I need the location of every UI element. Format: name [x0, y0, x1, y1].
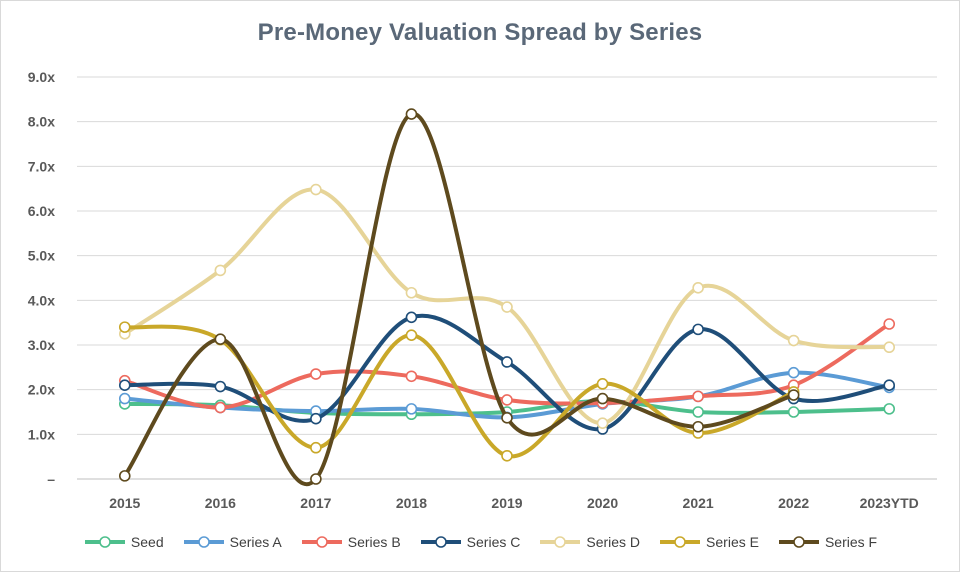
- data-point-series-d: [692, 282, 704, 294]
- x-tick-label: 2019: [491, 495, 522, 511]
- data-point-series-d: [405, 286, 418, 299]
- data-point-series-b: [405, 370, 418, 383]
- legend-swatch: [778, 536, 819, 548]
- data-point-series-a: [405, 403, 418, 415]
- legend-swatch: [420, 536, 461, 548]
- data-point-series-a: [787, 366, 800, 379]
- data-point-series-e: [501, 449, 513, 462]
- data-point-seed: [787, 406, 800, 418]
- data-point-series-c: [692, 323, 704, 336]
- x-tick-label: 2017: [300, 495, 331, 511]
- y-tick-label: 4.0x: [28, 292, 55, 308]
- data-point-series-c: [883, 379, 896, 392]
- y-tick-label: –: [47, 471, 55, 487]
- y-tick-label: 2.0x: [28, 382, 55, 398]
- legend-swatch-marker: [554, 536, 567, 548]
- x-tick-label: 2022: [778, 495, 809, 511]
- data-point-series-d: [214, 264, 227, 277]
- y-tick-label: 3.0x: [28, 337, 55, 353]
- data-point-series-a: [118, 392, 131, 405]
- legend-swatch-marker: [434, 536, 447, 548]
- x-tick-label: 2021: [683, 495, 714, 511]
- data-point-series-c: [214, 380, 227, 393]
- x-tick-label: 2016: [205, 495, 236, 511]
- legend-swatch-marker: [197, 536, 210, 548]
- legend-swatch-marker: [674, 536, 686, 548]
- legend-label: Series F: [824, 534, 878, 550]
- series-series-f: [118, 108, 800, 486]
- y-tick-label: 7.0x: [28, 158, 55, 174]
- data-point-seed: [883, 403, 896, 415]
- data-point-seed: [692, 406, 704, 418]
- data-point-series-f: [118, 470, 131, 482]
- legend-swatch: [84, 536, 125, 548]
- legend-swatch-marker: [315, 536, 328, 548]
- series-series-d: [118, 183, 896, 429]
- x-tick-label: 2023YTD: [860, 495, 919, 511]
- data-point-series-f: [787, 389, 800, 401]
- legend-swatch-marker: [793, 536, 805, 548]
- legend-label: Series C: [466, 534, 521, 550]
- data-point-series-c: [501, 356, 513, 368]
- legend-label: Series E: [706, 534, 759, 550]
- legend-item-series-c: Series C: [419, 534, 521, 550]
- y-tick-label: 1.0x: [28, 426, 55, 442]
- data-point-series-e: [596, 378, 609, 390]
- legend-swatch-marker: [99, 536, 111, 548]
- legend-item-series-b: Series B: [300, 534, 401, 550]
- legend-swatch: [540, 536, 581, 548]
- data-point-series-f: [596, 392, 609, 405]
- data-point-series-f: [405, 108, 418, 120]
- y-tick-label: 8.0x: [28, 114, 55, 130]
- legend-label: Series B: [347, 534, 401, 550]
- data-point-series-c: [310, 412, 322, 425]
- legend-swatch: [183, 536, 224, 548]
- data-point-series-c: [118, 379, 131, 392]
- x-tick-label: 2018: [396, 495, 427, 511]
- x-tick-label: 2020: [587, 495, 618, 511]
- legend-item-series-e: Series E: [658, 534, 759, 550]
- data-point-series-d: [310, 183, 322, 196]
- y-tick-label: 5.0x: [28, 248, 55, 264]
- data-point-series-b: [310, 368, 322, 380]
- y-tick-label: 6.0x: [28, 203, 55, 219]
- legend-item-seed: Seed: [83, 534, 164, 550]
- data-point-series-d: [501, 301, 513, 313]
- data-point-series-b: [883, 318, 896, 330]
- data-point-series-f: [310, 473, 322, 485]
- legend-item-series-d: Series D: [538, 534, 640, 550]
- data-point-series-f: [501, 412, 513, 424]
- data-point-series-e: [310, 441, 322, 454]
- data-point-series-e: [405, 329, 418, 341]
- legend-item-series-a: Series A: [182, 534, 282, 550]
- data-point-series-d: [883, 341, 896, 354]
- y-tick-label: 9.0x: [28, 69, 55, 85]
- series-line-series-e: [122, 324, 796, 459]
- legend-swatch: [660, 536, 701, 548]
- legend-item-series-f: Series F: [777, 534, 877, 550]
- data-point-series-f: [214, 333, 227, 345]
- data-point-series-b: [501, 394, 513, 406]
- chart-legend: Seed Series A Series B Series C Series D Seri…: [1, 529, 959, 555]
- data-point-series-e: [118, 321, 131, 333]
- data-point-series-b: [692, 390, 704, 403]
- legend-label: Series D: [586, 534, 641, 550]
- data-point-series-b: [214, 401, 227, 414]
- legend-swatch: [301, 536, 342, 548]
- legend-label: Series A: [229, 534, 282, 550]
- data-point-series-d: [787, 334, 800, 347]
- data-point-series-f: [692, 420, 704, 433]
- legend-label: Seed: [130, 534, 164, 550]
- x-tick-label: 2015: [109, 495, 140, 511]
- data-point-series-c: [405, 311, 418, 324]
- data-point-series-d: [596, 417, 609, 429]
- chart-title: Pre-Money Valuation Spread by Series: [257, 19, 703, 46]
